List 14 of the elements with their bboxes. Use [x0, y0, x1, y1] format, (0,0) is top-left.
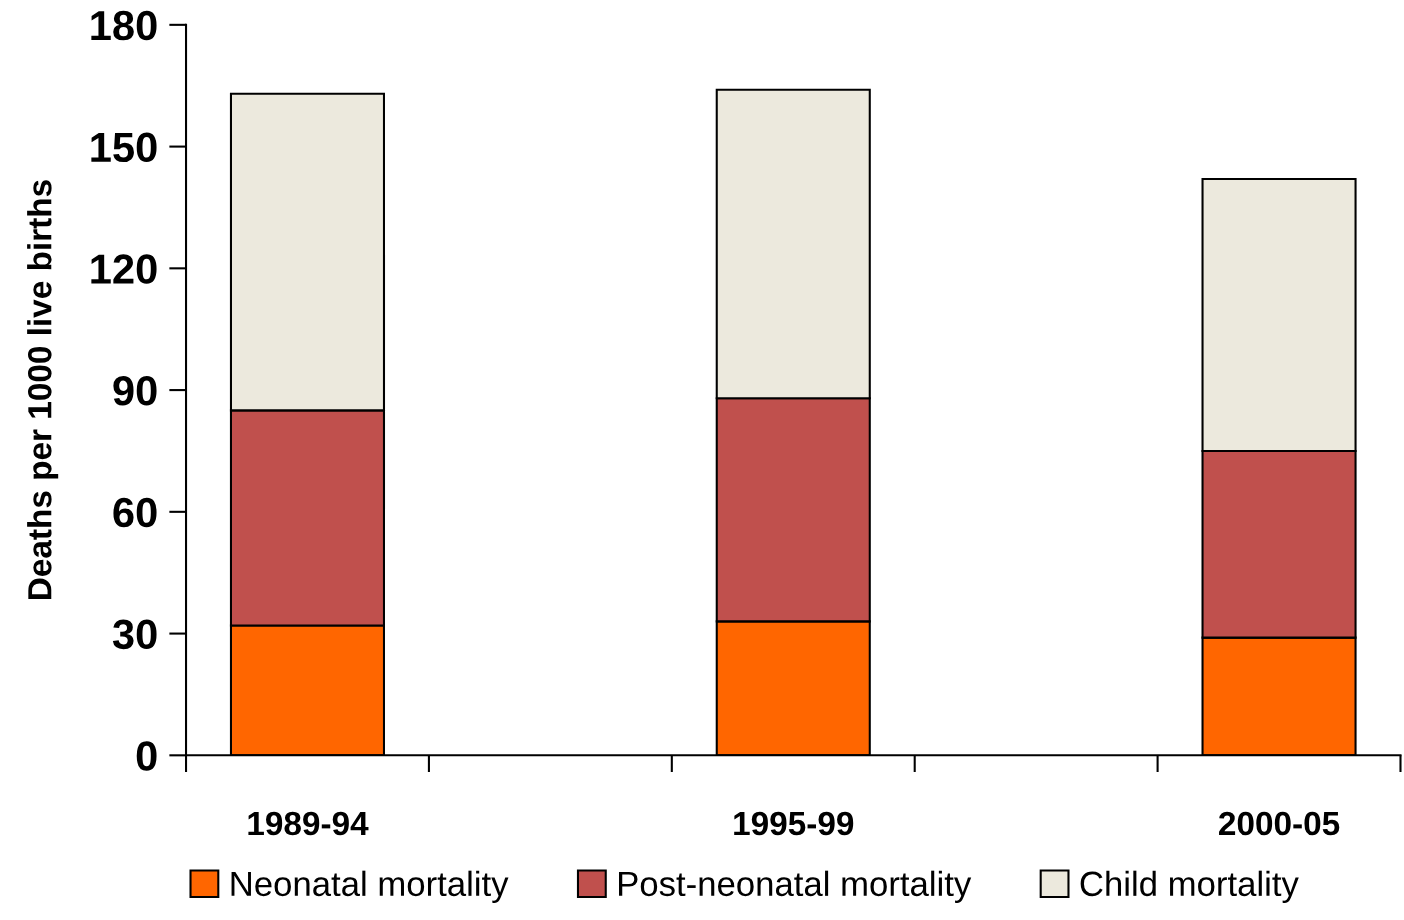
y-tick-label: 90 [113, 376, 157, 406]
y-tick-label: 30 [112, 619, 157, 650]
legend-label: Neonatal mortality [231, 870, 509, 904]
y-tick-label: 120 [91, 254, 157, 284]
legend-label: Post-neonatal mortality [619, 870, 972, 904]
x-tick-label: 1989-94 [248, 811, 369, 836]
legend-label: Child mortality [1080, 870, 1299, 904]
y-tick-label: 0 [136, 741, 157, 771]
x-tick-label: 2000-05 [1219, 811, 1340, 836]
y-tick-label: 60 [113, 497, 157, 528]
y-tick-label: 150 [91, 132, 157, 163]
x-tick-label: 1995-99 [734, 811, 854, 836]
y-axis-title: Deaths per 1000 live births [27, 180, 59, 600]
y-tick-label: 180 [91, 10, 157, 41]
